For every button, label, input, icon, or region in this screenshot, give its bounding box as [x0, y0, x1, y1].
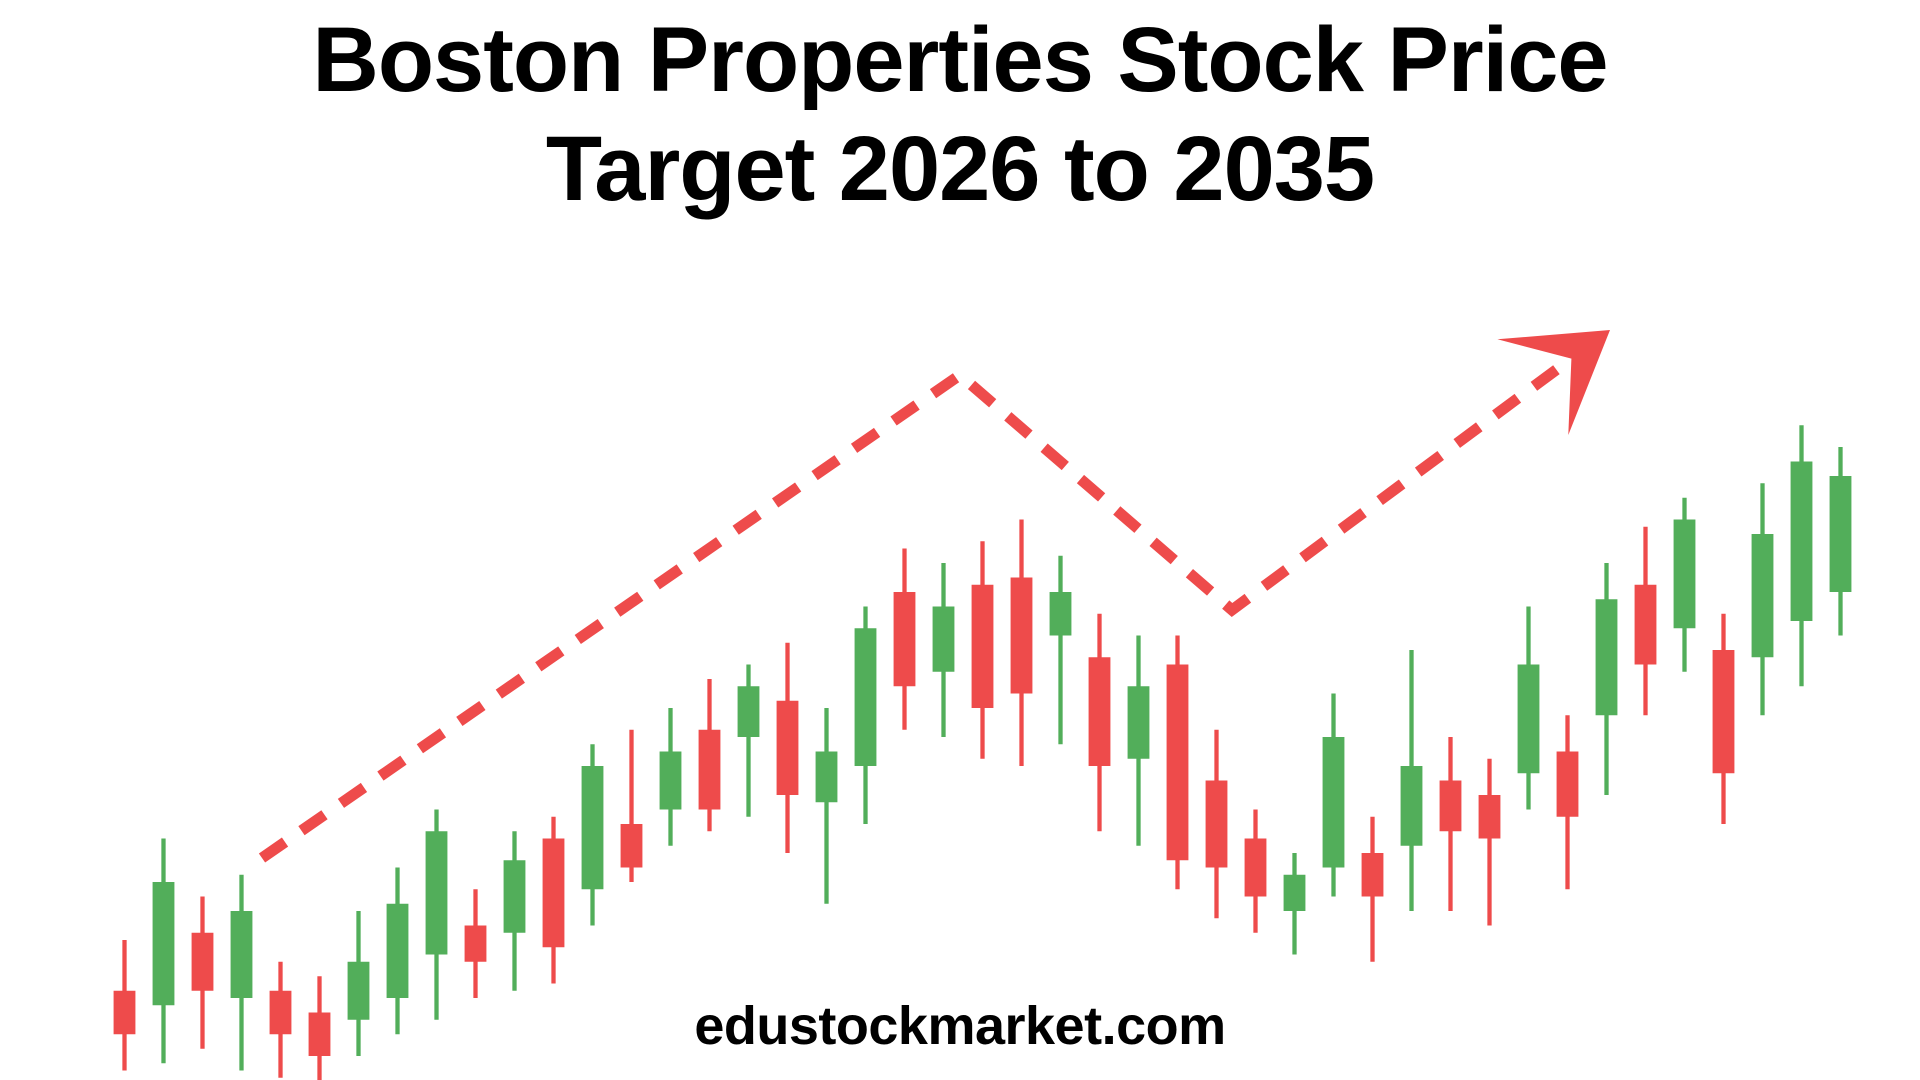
candle-body-bearish — [542, 838, 565, 948]
candle-body-bearish — [620, 824, 643, 868]
candle-body-bullish — [659, 751, 682, 810]
candle-body-bullish — [1400, 766, 1423, 846]
candle-body-bearish — [1634, 584, 1657, 665]
candle-body-bearish — [1010, 577, 1033, 694]
candle-body-bearish — [1439, 780, 1462, 832]
candle-body-bullish — [503, 860, 526, 933]
candle-body-bearish — [191, 932, 214, 991]
candle-body-bearish — [464, 925, 487, 962]
trend-dashed-line — [258, 360, 1567, 863]
candle-body-bullish — [1517, 664, 1540, 774]
candle-body-bullish — [581, 766, 604, 890]
candle-body-bullish — [425, 831, 448, 955]
candle-body-bearish — [1088, 657, 1111, 766]
candle-body-bullish — [230, 911, 253, 998]
candle-body-bearish — [1478, 795, 1501, 839]
candle-wick — [1058, 555, 1063, 745]
candle-body-bearish — [893, 592, 916, 687]
candle-body-bullish — [347, 961, 370, 1020]
candle-body-bullish — [1049, 592, 1072, 636]
candle-body-bullish — [1751, 534, 1774, 658]
candle-body-bullish — [386, 903, 409, 998]
trend-arrowhead-icon — [1497, 330, 1610, 435]
candle-body-bullish — [1595, 599, 1618, 716]
candle-body-bullish — [1283, 874, 1306, 911]
candle-wick — [746, 664, 751, 817]
candle-body-bearish — [1205, 780, 1228, 868]
candle-body-bearish — [971, 584, 994, 708]
candle-body-bearish — [113, 990, 136, 1035]
candle-body-bullish — [1829, 476, 1852, 592]
candle-body-bullish — [854, 628, 877, 766]
candle-body-bullish — [1127, 686, 1150, 759]
candle-wick — [629, 729, 634, 882]
candle-body-bullish — [737, 686, 760, 737]
candle-body-bullish — [152, 882, 175, 1006]
candle-body-bearish — [698, 729, 721, 810]
candle-wick — [824, 708, 829, 904]
candle-body-bullish — [1790, 461, 1813, 621]
candle-body-bearish — [1244, 838, 1267, 897]
candle-body-bearish — [1166, 664, 1189, 861]
candle-body-bullish — [1322, 737, 1345, 868]
candle-body-bullish — [932, 606, 955, 672]
candle-body-bearish — [1712, 650, 1735, 774]
candle-body-bearish — [776, 700, 799, 795]
candle-body-bullish — [1673, 519, 1696, 629]
candle-body-bearish — [308, 1012, 331, 1056]
candle-body-bullish — [815, 751, 838, 803]
candle-body-bearish — [1556, 751, 1579, 817]
candle-body-bearish — [269, 990, 292, 1035]
candle-body-bearish — [1361, 853, 1384, 897]
candle-group — [113, 425, 1852, 1080]
candle-wick — [1487, 758, 1492, 926]
trend-arrow-group — [258, 330, 1610, 863]
